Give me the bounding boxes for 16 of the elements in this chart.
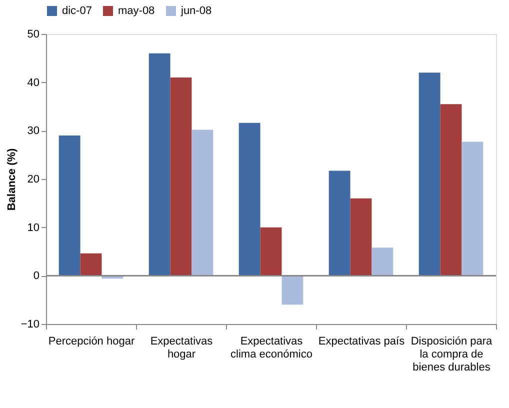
legend-label: dic-07 [62,5,92,17]
x-tick-label: Expectativas país [318,336,406,348]
y-tick-label: 40 [27,76,40,89]
x-tick-label: Expectativas clima económico [230,336,312,360]
y-tick-label: 0 [33,270,40,282]
legend-label: jun-08 [180,5,212,17]
legend-label: may-08 [118,5,155,17]
y-tick-label: 50 [27,28,40,40]
x-tick-label: Expectativas hogar [150,336,214,360]
y-tick-label: 10 [27,222,40,234]
y-tick-label: 30 [27,125,40,138]
y-tick-label: −10 [20,318,40,330]
y-axis-title: Balance (%) [6,148,18,211]
x-tick-label: Percepción hogar [48,336,135,348]
x-tick-label: Disposición para la compra de bienes durables [410,336,494,374]
y-tick-label: 20 [27,174,40,186]
